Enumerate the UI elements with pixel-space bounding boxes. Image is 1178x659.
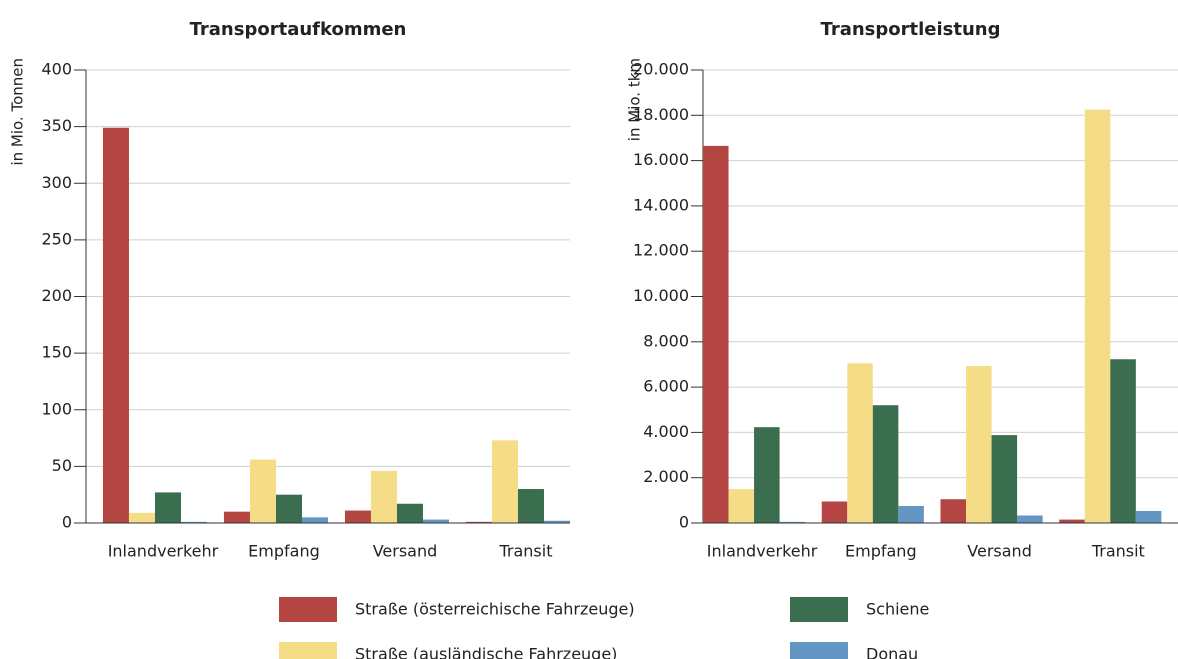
legend-swatch [279,597,337,622]
bar [102,127,129,523]
bar [223,511,250,523]
bar [1059,519,1085,523]
bar [779,521,806,523]
bar [872,405,899,523]
bar [847,363,873,523]
bar [370,470,397,523]
bar [821,501,848,523]
x-tick-label: Transit [1091,542,1145,561]
y-tick-label: 4.000 [643,422,689,441]
y-tick-label: 400 [41,60,72,79]
x-tick-label: Transit [498,542,552,561]
bar [728,489,755,523]
y-tick-label: 0 [679,513,689,532]
y-tick-label: 16.000 [633,150,689,169]
y-tick-label: 300 [41,173,72,192]
y-tick-label: 200 [41,286,72,305]
bar [154,492,181,523]
y-tick-label: 12.000 [633,241,689,260]
x-tick-label: Inlandverkehr [707,542,818,561]
legend-swatch [790,597,848,622]
y-tick-label: 2.000 [643,467,689,486]
y-tick-label: 10.000 [633,286,689,305]
bar [966,366,992,523]
bar [703,145,729,523]
x-tick-label: Versand [967,542,1032,561]
legend-swatch [790,642,848,659]
bar [1084,109,1111,523]
bar [465,521,492,523]
y-tick-label: 50 [52,456,72,475]
bar [543,520,570,523]
y-tick-label: 100 [41,399,72,418]
bar [180,521,207,523]
bar [1135,510,1162,523]
legend-label: Straße (ausländische Fahrzeuge) [355,645,617,659]
y-axis-label: in Mio. tkm [626,58,644,141]
legend-label: Schiene [866,600,929,619]
chart-title: Transportaufkommen [190,19,407,40]
y-tick-label: 14.000 [633,195,689,214]
chart-title: Transportleistung [821,19,1001,40]
bar [898,506,924,523]
bar [517,489,544,523]
bar [754,427,780,523]
bar [991,435,1018,523]
bar [301,517,328,523]
x-tick-label: Versand [373,542,438,561]
bar [422,519,449,523]
y-axis-label: in Mio. Tonnen [9,58,27,166]
bar [491,440,518,523]
bar [275,494,302,523]
bar [128,512,155,523]
bar [396,503,423,523]
legend-label: Straße (österreichische Fahrzeuge) [355,600,635,619]
bar [940,499,967,523]
y-tick-label: 8.000 [643,331,689,350]
y-tick-label: 150 [41,343,72,362]
y-tick-label: 20.000 [633,60,689,79]
y-tick-label: 0 [62,513,72,532]
x-tick-label: Inlandverkehr [108,542,219,561]
y-tick-label: 350 [41,116,72,135]
y-tick-label: 18.000 [633,105,689,124]
y-tick-label: 6.000 [643,377,689,396]
legend-label: Donau [866,645,918,659]
y-tick-label: 250 [41,229,72,248]
bar [344,510,371,523]
bar [1110,359,1136,523]
bar [1017,515,1043,523]
x-tick-label: Empfang [248,542,320,561]
bar [249,459,276,523]
legend-swatch [279,642,337,659]
x-tick-label: Empfang [845,542,917,561]
